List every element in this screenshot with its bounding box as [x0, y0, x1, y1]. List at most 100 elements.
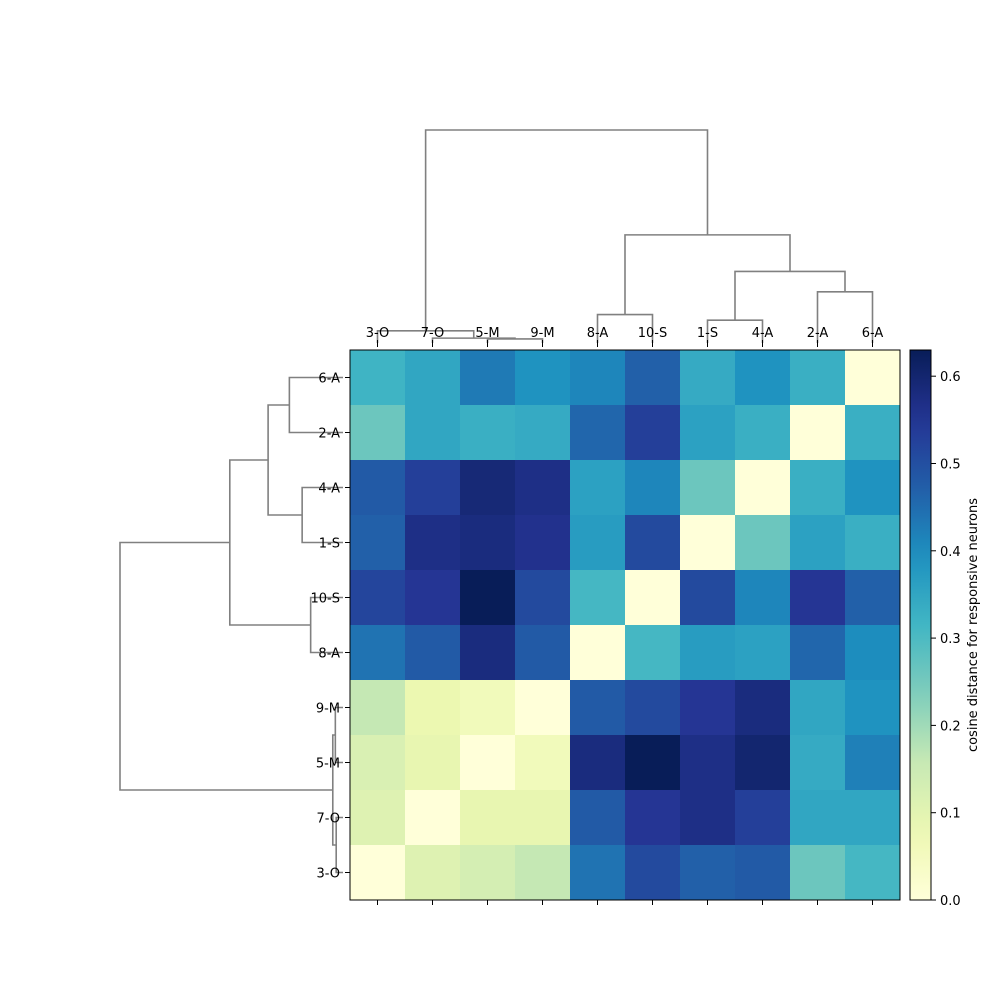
heatmap-cell	[405, 845, 461, 901]
heatmap-cell	[735, 735, 791, 791]
heatmap-cell	[460, 790, 516, 846]
heatmap-cell	[790, 845, 846, 901]
heatmap-cell	[625, 515, 681, 571]
heatmap-cell	[570, 570, 626, 626]
heatmap-cell	[735, 570, 791, 626]
heatmap-cell	[460, 405, 516, 461]
colorbar-gradient	[909, 349, 932, 901]
heatmap-cell	[625, 735, 681, 791]
heatmap-cell	[680, 350, 736, 406]
heatmap-grid	[349, 349, 901, 901]
heatmap-cell	[405, 570, 461, 626]
heatmap-cell	[680, 405, 736, 461]
heatmap-cell	[350, 735, 406, 791]
heatmap-cell	[790, 680, 846, 736]
x-tick-label: 5-M	[475, 326, 499, 341]
heatmap-cell	[680, 845, 736, 901]
heatmap-cell	[790, 735, 846, 791]
heatmap-cell	[845, 735, 901, 791]
y-tick-label: 5-M	[316, 757, 340, 772]
heatmap-cell	[735, 790, 791, 846]
heatmap-cell	[790, 350, 846, 406]
heatmap-cell	[515, 845, 571, 901]
heatmap-cell	[735, 405, 791, 461]
heatmap-cell	[845, 405, 901, 461]
dendrogram-link	[228, 459, 311, 626]
heatmap-cell	[845, 460, 901, 516]
heatmap-cell	[405, 625, 461, 681]
heatmap-cell	[680, 735, 736, 791]
colorbar: 0.0 0.1 0.2 0.3 0.4 0.5 0.6 cosine distance for…	[909, 349, 981, 909]
dendrogram-link	[119, 541, 333, 791]
heatmap-cell	[515, 350, 571, 406]
dendrogram-link	[424, 129, 709, 331]
heatmap-cell	[570, 460, 626, 516]
heatmap-cell	[845, 515, 901, 571]
heatmap-cell	[405, 735, 461, 791]
heatmap-cell	[515, 405, 571, 461]
heatmap-cell	[405, 515, 461, 571]
row-dendrogram	[119, 376, 343, 874]
heatmap-cell	[460, 350, 516, 406]
heatmap-cell	[405, 680, 461, 736]
heatmap-cell	[845, 625, 901, 681]
heatmap-cell	[735, 845, 791, 901]
heatmap-cell	[350, 570, 406, 626]
x-tick-label: 4-A	[752, 326, 774, 341]
heatmap-cell	[405, 460, 461, 516]
colorbar-label: cosine distance for responsive neurons	[966, 498, 981, 752]
colorbar-tick-label: 0.4	[940, 545, 961, 560]
heatmap-cell	[680, 680, 736, 736]
y-tick-label: 6-A	[318, 372, 340, 387]
heatmap-cell	[680, 625, 736, 681]
y-tick-label: 9-M	[316, 702, 340, 717]
heatmap-cell	[460, 625, 516, 681]
dendrogram-link	[734, 270, 846, 321]
heatmap-cell	[460, 570, 516, 626]
heatmap-cell	[350, 405, 406, 461]
heatmap-cell	[735, 460, 791, 516]
dendrogram-link	[431, 337, 516, 343]
heatmap-cell	[515, 680, 571, 736]
heatmap-cell	[460, 460, 516, 516]
heatmap-cell	[460, 845, 516, 901]
heatmap-cell	[625, 625, 681, 681]
heatmap-cell	[350, 515, 406, 571]
heatmap-cell	[350, 350, 406, 406]
x-tick-label: 9-M	[530, 326, 554, 341]
y-tick-label: 4-A	[318, 482, 340, 497]
y-tick-label: 7-O	[316, 812, 340, 827]
heatmap-cell	[845, 680, 901, 736]
y-tick-label: 2-A	[318, 427, 340, 442]
heatmap-cell	[735, 515, 791, 571]
column-dendrogram	[376, 129, 874, 343]
y-tick-label: 3-O	[316, 867, 340, 882]
heatmap-cell	[515, 735, 571, 791]
heatmap-cell	[680, 460, 736, 516]
heatmap-cell	[790, 405, 846, 461]
heatmap-cell	[625, 845, 681, 901]
y-tick-label: 8-A	[318, 647, 340, 662]
heatmap-cell	[350, 680, 406, 736]
heatmap-cell	[405, 405, 461, 461]
heatmap-cell	[350, 845, 406, 901]
x-axis-ticks: 3-O 7-O 5-M 9-M 8-A 10-S 1-S 4-A 2-A 6-A	[366, 326, 884, 905]
colorbar-tick-label: 0.3	[940, 632, 961, 647]
colorbar-tick-label: 0.0	[940, 894, 961, 909]
heatmap-frame	[349, 349, 901, 901]
heatmap-cell	[790, 625, 846, 681]
heatmap-cell	[570, 625, 626, 681]
heatmap-cell	[845, 790, 901, 846]
heatmap-cell	[625, 350, 681, 406]
heatmap-cell	[625, 405, 681, 461]
x-tick-label: 10-S	[638, 326, 668, 341]
x-tick-label: 6-A	[862, 326, 884, 341]
heatmap-cell	[680, 570, 736, 626]
heatmap-cell	[735, 680, 791, 736]
x-tick-label: 2-A	[807, 326, 829, 341]
heatmap-cell	[515, 570, 571, 626]
heatmap-cell	[680, 790, 736, 846]
y-tick-label: 1-S	[319, 537, 340, 552]
heatmap-cell	[350, 790, 406, 846]
